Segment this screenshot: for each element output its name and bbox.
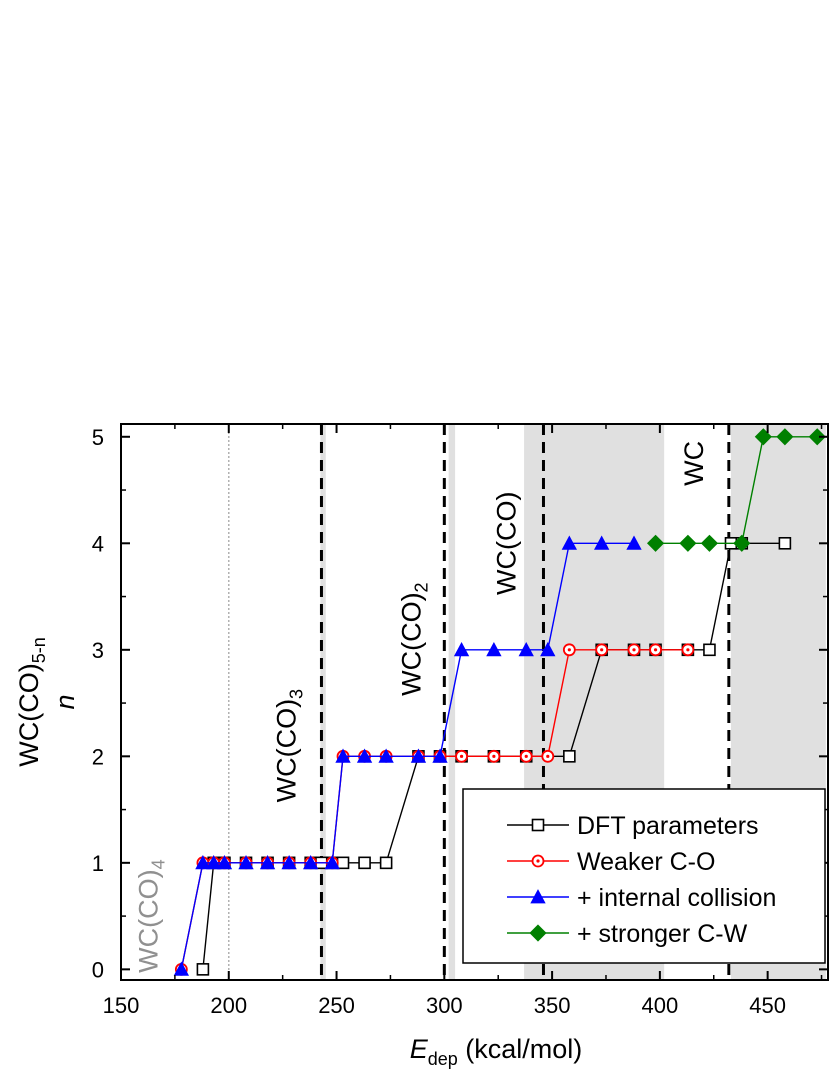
data-point-1-16 xyxy=(519,749,533,763)
series-layer xyxy=(173,428,826,976)
data-point-2-10 xyxy=(356,748,373,763)
legend-item-0: DFT parameters xyxy=(507,812,759,840)
data-point-0-10 xyxy=(358,856,371,870)
svg-text:WC(CO)5-n: WC(CO)5-n xyxy=(14,637,49,766)
data-point-2-16 xyxy=(518,641,534,657)
data-point-0-22 xyxy=(703,643,716,657)
y-axis-title-sub: 5-n xyxy=(29,637,49,663)
y-axis-title-main: WC(CO) xyxy=(14,663,44,766)
data-point-3-2 xyxy=(700,534,719,552)
data-point-2-14 xyxy=(453,641,470,657)
annotation-1: WC(CO)3 xyxy=(272,689,307,802)
x-tick-label-5: 400 xyxy=(642,993,679,1018)
data-point-2-8 xyxy=(324,854,340,870)
data-point-2-15 xyxy=(486,641,502,657)
legend-label-1: Weaker C-O xyxy=(577,848,715,876)
data-point-2-5 xyxy=(259,854,276,870)
legend-label-3: + stronger C-W xyxy=(577,920,748,948)
data-point-2-6 xyxy=(281,854,297,870)
annotation-3: WC(CO) xyxy=(491,492,521,595)
x-axis-title-sub: dep xyxy=(428,1049,458,1069)
data-point-1-14 xyxy=(455,749,468,763)
legend-item-3: + stronger C-W xyxy=(507,920,748,948)
data-point-2-19 xyxy=(594,535,610,550)
legend-box xyxy=(462,788,826,964)
data-point-1-17 xyxy=(541,749,555,763)
axes: 150 200 250 300 350 400 450 0 1 2 3 4 5 xyxy=(92,423,829,1018)
data-point-3-0 xyxy=(646,534,665,552)
data-point-2-1 xyxy=(195,854,211,870)
data-point-0-11 xyxy=(379,856,393,870)
x-tick-label-6: 450 xyxy=(749,993,786,1018)
data-point-2-18 xyxy=(561,535,578,550)
y-axis-title-n: n xyxy=(50,694,80,709)
legend-marker-1 xyxy=(531,854,545,868)
data-point-2-11 xyxy=(378,748,394,763)
data-point-1-19 xyxy=(595,643,609,657)
y-tick-label-2: 2 xyxy=(92,744,104,769)
annotations: WC(CO)4 WC(CO)3 WC(CO)2 WC(CO) WC xyxy=(134,441,709,973)
annotation-0: WC(CO)4 xyxy=(134,859,169,972)
data-point-3-5 xyxy=(776,428,794,446)
data-point-1-15 xyxy=(487,749,501,763)
legend-item-1: Weaker C-O xyxy=(507,848,715,876)
y-tick-label-1: 1 xyxy=(92,851,104,876)
x-tick-label-3: 300 xyxy=(426,993,463,1018)
y-tick-label-5: 5 xyxy=(92,425,104,450)
x-tick-label-0: 150 xyxy=(103,993,140,1018)
data-point-3-3 xyxy=(733,534,751,552)
legend-label-0: DFT parameters xyxy=(577,812,759,840)
data-point-2-4 xyxy=(238,854,254,870)
series-3 xyxy=(646,428,826,552)
series-2 xyxy=(173,535,642,976)
y-tick-label-0: 0 xyxy=(92,957,104,982)
x-tick-label-4: 350 xyxy=(534,993,571,1018)
y-tick-label-4: 4 xyxy=(92,531,104,556)
legend-marker-0 xyxy=(531,818,545,832)
shaded-region-1 xyxy=(448,424,456,980)
data-point-1-21 xyxy=(649,643,662,657)
data-point-2-12 xyxy=(410,748,427,763)
data-point-3-6 xyxy=(808,428,826,446)
data-point-0-17 xyxy=(563,750,576,763)
legend-item-2: + internal collision xyxy=(507,884,776,912)
y-tick-label-3: 3 xyxy=(92,638,104,663)
legend-marker-2 xyxy=(530,889,546,904)
data-point-1-20 xyxy=(627,643,641,657)
reference-lines xyxy=(228,424,731,980)
data-point-2-17 xyxy=(540,641,556,657)
legend-label-2: + internal collision xyxy=(577,884,776,912)
x-axis-title-rest: (kcal/mol) xyxy=(458,1034,583,1064)
x-axis-title: Edep (kcal/mol) xyxy=(410,1034,583,1069)
x-tick-label-1: 200 xyxy=(210,993,247,1018)
data-point-1-22 xyxy=(681,643,695,657)
data-point-2-2 xyxy=(206,854,222,870)
data-point-0-25 xyxy=(778,536,792,550)
data-point-2-7 xyxy=(303,854,319,870)
plot-frame xyxy=(120,423,829,981)
x-tick-label-2: 250 xyxy=(318,993,355,1018)
data-point-2-9 xyxy=(335,748,351,763)
data-point-1-18 xyxy=(562,643,576,657)
data-point-2-0 xyxy=(173,961,190,976)
data-point-0-0 xyxy=(196,963,210,976)
data-point-2-3 xyxy=(216,854,233,870)
annotation-4: WC xyxy=(679,441,709,486)
x-axis-title-main: E xyxy=(410,1034,429,1064)
data-point-0-9 xyxy=(336,856,350,870)
data-point-2-13 xyxy=(432,748,448,763)
legend-marker-3 xyxy=(529,924,547,942)
annotation-2: WC(CO)2 xyxy=(397,582,432,695)
data-point-3-1 xyxy=(679,534,697,552)
shaded-region-0 xyxy=(320,424,326,980)
legend: DFT parameters Weaker C-O + internal colli… xyxy=(462,788,826,964)
y-axis-title: WC(CO)5-n n xyxy=(14,637,80,766)
data-point-2-20 xyxy=(626,535,642,550)
